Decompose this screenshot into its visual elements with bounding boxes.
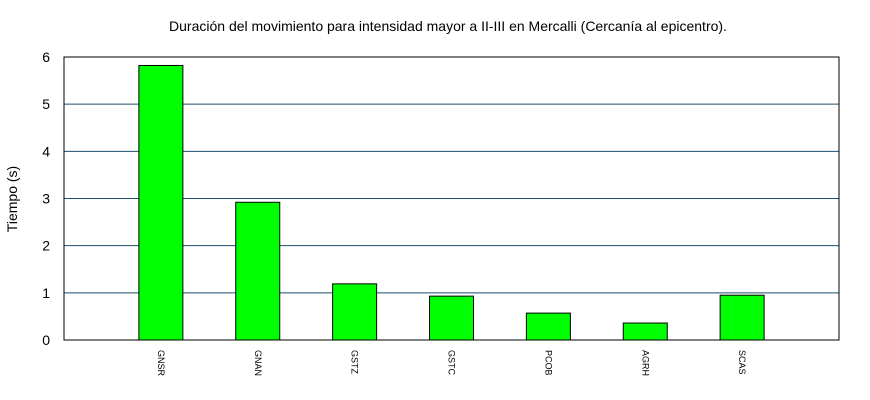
y-ticks: 0 1 2 3 4 5 6 xyxy=(42,49,50,348)
bar-gnan xyxy=(235,201,281,341)
y-tick-label: 5 xyxy=(42,96,50,112)
y-tick-label: 3 xyxy=(42,191,50,207)
bar-gstc xyxy=(429,295,474,341)
y-tick-label: 4 xyxy=(42,143,50,159)
bar-agrh xyxy=(622,322,668,341)
x-tick-label-gstc: GSTC xyxy=(447,350,457,376)
bar-gstz xyxy=(332,283,378,341)
x-tick-label-scas: SCAS xyxy=(737,350,747,375)
grid-lines xyxy=(64,103,839,294)
bar-gnsr xyxy=(138,64,184,341)
x-tick-label-agrh: AGRH xyxy=(640,350,650,376)
x-ticks: GNSR GNAN GSTZ GSTC PCOB AGRH SCAS xyxy=(156,350,747,377)
chart-title: Duración del movimiento para intensidad … xyxy=(169,18,727,34)
bar-pcob xyxy=(525,312,571,341)
plot-frame xyxy=(63,56,840,341)
y-axis-label: Tiempo (s) xyxy=(4,166,20,232)
bars xyxy=(138,64,765,341)
x-tick-label-gnsr: GNSR xyxy=(156,350,166,377)
x-tick-label-pcob: PCOB xyxy=(543,350,553,376)
x-tick-label-gstz: GSTZ xyxy=(350,350,360,375)
x-tick-label-gnan: GNAN xyxy=(253,350,263,376)
y-tick-label: 0 xyxy=(42,332,50,348)
bar-scas xyxy=(719,294,765,341)
y-tick-label: 6 xyxy=(42,49,50,65)
y-tick-label: 2 xyxy=(42,238,50,254)
y-tick-label: 1 xyxy=(42,285,50,301)
